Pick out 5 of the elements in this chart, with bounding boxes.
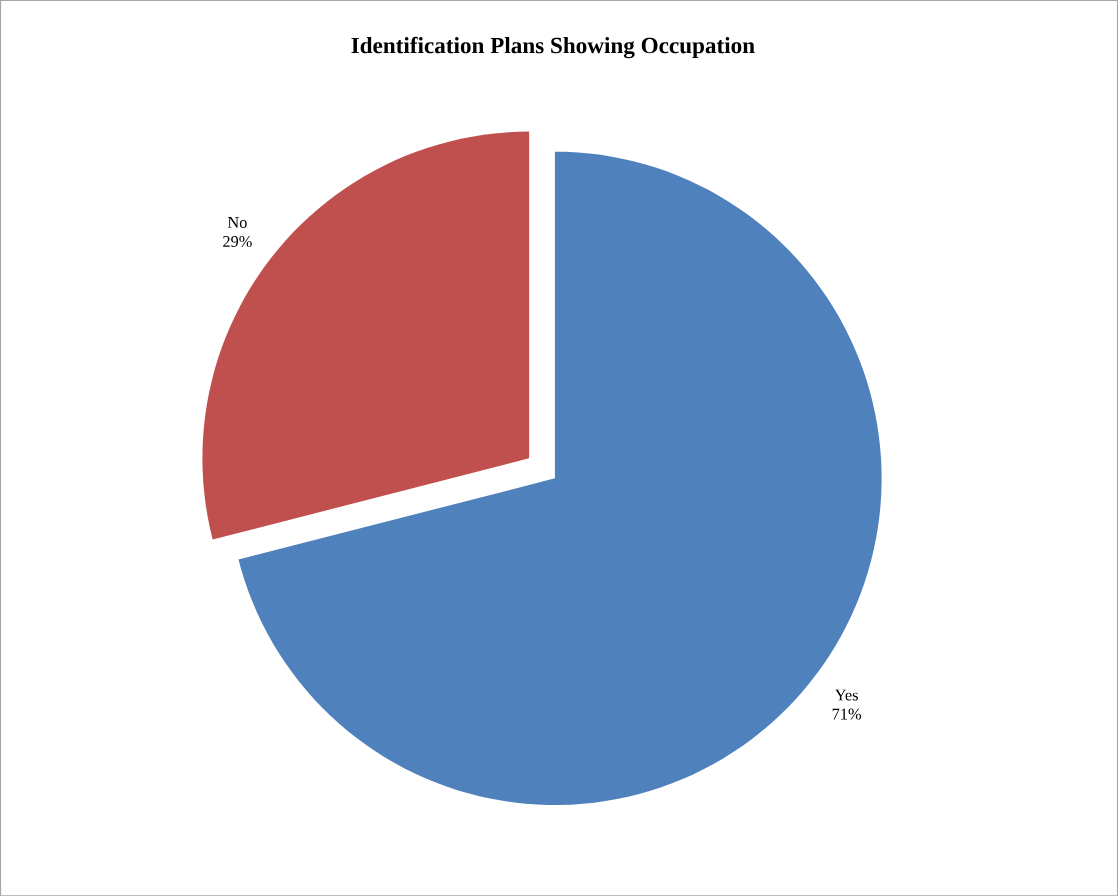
data-label: 29% [223,235,252,247]
slice-label: Yes [834,689,858,701]
slice-label: No [227,216,247,228]
data-label: 71% [832,708,862,720]
chart-title: Identification Plans Showing Occupation [351,36,755,58]
